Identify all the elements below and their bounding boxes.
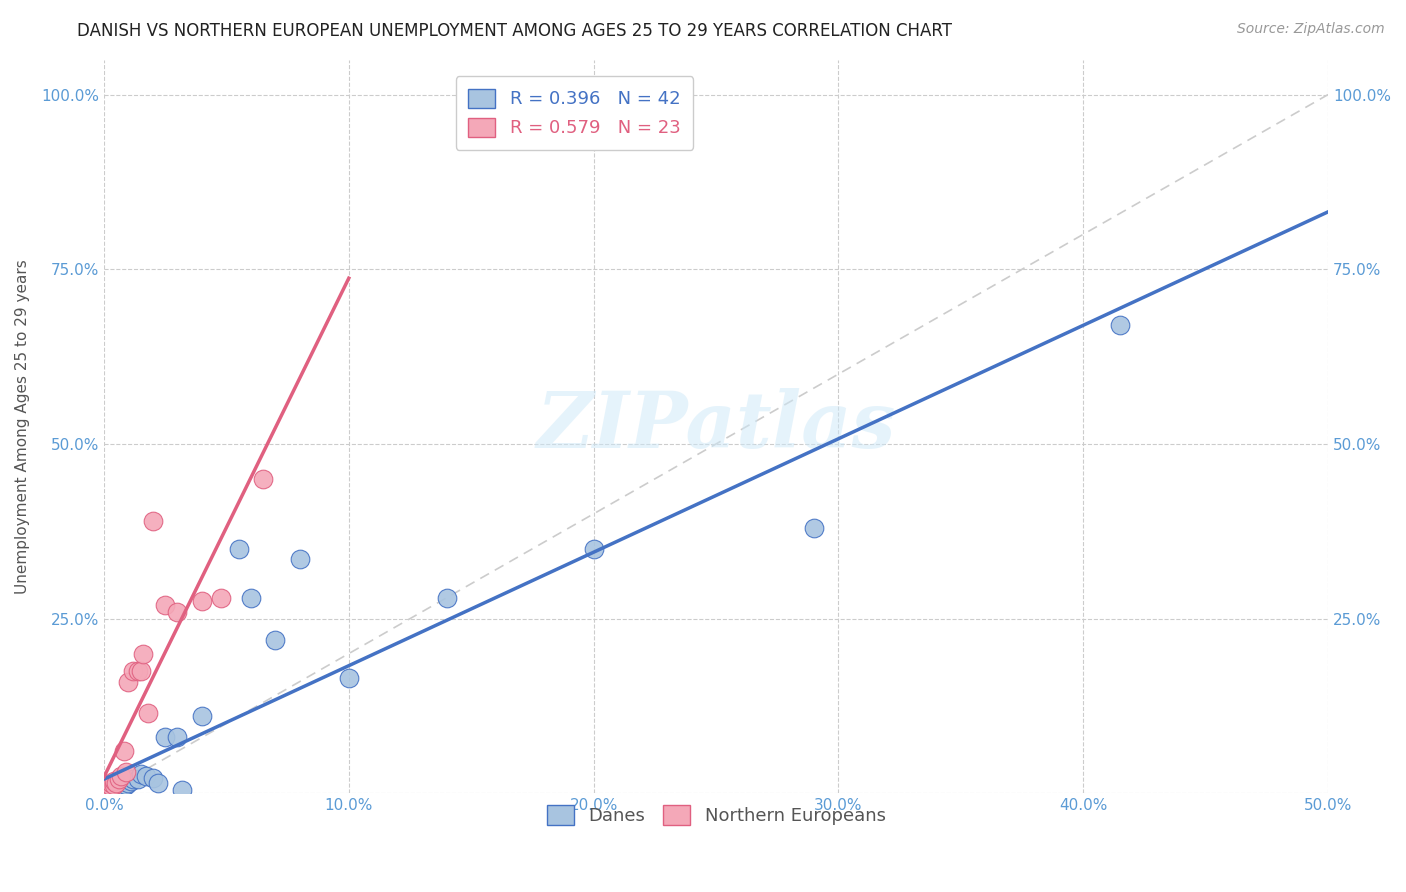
Point bbox=[103, 773, 125, 788]
Point bbox=[264, 632, 287, 647]
Point bbox=[142, 514, 165, 528]
Point bbox=[105, 780, 128, 794]
Point bbox=[100, 778, 122, 792]
Point bbox=[122, 772, 145, 787]
Point bbox=[100, 780, 122, 794]
Point bbox=[96, 780, 118, 794]
Legend: Danes, Northern Europeans: Danes, Northern Europeans bbox=[536, 794, 897, 836]
Point bbox=[146, 776, 169, 790]
Point bbox=[112, 780, 135, 794]
Point bbox=[105, 776, 128, 790]
Point bbox=[100, 780, 122, 795]
Point bbox=[172, 782, 194, 797]
Point bbox=[103, 778, 125, 792]
Point bbox=[127, 772, 149, 787]
Y-axis label: Unemployment Among Ages 25 to 29 years: Unemployment Among Ages 25 to 29 years bbox=[15, 259, 30, 594]
Text: Source: ZipAtlas.com: Source: ZipAtlas.com bbox=[1237, 22, 1385, 37]
Point bbox=[97, 780, 120, 795]
Point bbox=[117, 674, 139, 689]
Point bbox=[288, 552, 311, 566]
Text: ZIPatlas: ZIPatlas bbox=[536, 388, 896, 465]
Point bbox=[115, 778, 138, 792]
Point bbox=[129, 664, 152, 678]
Point bbox=[117, 776, 139, 790]
Point bbox=[127, 664, 149, 678]
Point bbox=[135, 769, 157, 783]
Point bbox=[166, 605, 188, 619]
Point bbox=[142, 771, 165, 785]
Point bbox=[1109, 318, 1132, 333]
Point bbox=[107, 772, 129, 787]
Point bbox=[97, 780, 120, 794]
Point bbox=[129, 766, 152, 780]
Point bbox=[153, 731, 176, 745]
Point bbox=[582, 541, 605, 556]
Point bbox=[105, 778, 128, 792]
Text: DANISH VS NORTHERN EUROPEAN UNEMPLOYMENT AMONG AGES 25 TO 29 YEARS CORRELATION C: DANISH VS NORTHERN EUROPEAN UNEMPLOYMENT… bbox=[77, 22, 952, 40]
Point bbox=[100, 780, 122, 794]
Point bbox=[115, 765, 138, 780]
Point bbox=[436, 591, 458, 605]
Point bbox=[97, 780, 120, 794]
Point bbox=[132, 647, 155, 661]
Point bbox=[107, 780, 129, 794]
Point bbox=[239, 591, 262, 605]
Point bbox=[110, 776, 132, 790]
Point bbox=[100, 776, 122, 790]
Point bbox=[103, 780, 125, 794]
Point bbox=[120, 773, 142, 788]
Point bbox=[122, 664, 145, 678]
Point bbox=[337, 671, 360, 685]
Point bbox=[153, 598, 176, 612]
Point bbox=[105, 776, 128, 790]
Point bbox=[97, 778, 120, 792]
Point bbox=[211, 591, 233, 605]
Point bbox=[191, 709, 214, 723]
Point bbox=[191, 594, 214, 608]
Point bbox=[112, 744, 135, 758]
Point bbox=[103, 778, 125, 792]
Point bbox=[110, 769, 132, 783]
Point bbox=[252, 472, 274, 486]
Point bbox=[110, 778, 132, 792]
Point bbox=[166, 731, 188, 745]
Point bbox=[96, 780, 118, 795]
Point bbox=[96, 782, 118, 797]
Point bbox=[107, 777, 129, 791]
Point bbox=[103, 780, 125, 795]
Point bbox=[112, 776, 135, 790]
Point bbox=[803, 521, 825, 535]
Point bbox=[228, 541, 250, 556]
Point bbox=[136, 706, 159, 720]
